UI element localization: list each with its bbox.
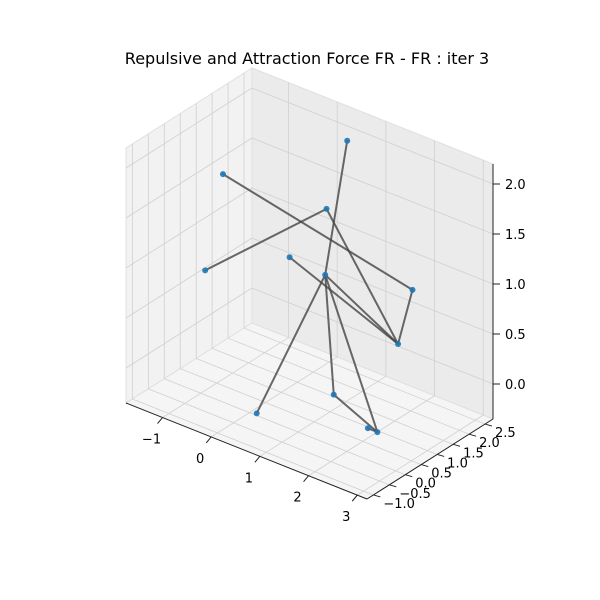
y-axis-line [366, 418, 494, 500]
z-tick-label: 0.0 [505, 378, 526, 393]
grid-line-x-floor [357, 414, 484, 496]
network-edge [288, 256, 400, 345]
network-node [364, 425, 371, 432]
y-tick-label: 2.5 [495, 426, 516, 441]
y-tick-label: 1.5 [463, 446, 484, 461]
y-tick-label: 1.0 [447, 456, 468, 471]
network-node [286, 254, 293, 261]
z-tick-label: 1.0 [505, 278, 526, 293]
network-node [253, 410, 260, 417]
network-edges [204, 139, 414, 434]
x-tick-label: 0 [196, 452, 204, 467]
grid-line-y-floor [148, 388, 390, 486]
grid-line-z-side [125, 137, 253, 219]
x-tick-label: 3 [342, 510, 350, 525]
y-tick-mark [468, 433, 477, 437]
x-axis-line [125, 402, 368, 500]
grid-line-y-floor [180, 368, 422, 465]
grid-line-z-side [125, 87, 253, 169]
network-edge [221, 173, 414, 291]
y-tick-label: 0.0 [415, 477, 436, 492]
network-nodes [202, 137, 416, 436]
y-tick-mark [405, 474, 413, 478]
grid-line-z-side [125, 287, 253, 369]
x-tick-label: 2 [293, 491, 301, 506]
axis-ticks: −10123−1.0−0.50.00.51.01.52.02.50.00.51.… [142, 178, 526, 525]
network-node [202, 267, 209, 274]
network-edge [397, 288, 414, 345]
x-tick-mark [351, 494, 358, 502]
network-node [374, 429, 381, 436]
chart-title: Repulsive and Attraction Force FR - FR :… [125, 49, 489, 68]
network-edge [324, 139, 349, 276]
network-node [322, 271, 329, 278]
network-node [219, 171, 226, 178]
z-tick-label: 0.5 [505, 328, 526, 343]
y-tick-mark [437, 453, 445, 457]
y-tick-mark [373, 494, 381, 498]
y-tick-mark [484, 423, 493, 427]
grid-line-x-floor [210, 356, 338, 438]
z-tick-label: 2.0 [505, 178, 526, 193]
grid-line-x-floor [259, 375, 387, 457]
grid-line-y-floor [132, 398, 374, 496]
grid-line-y-floor [227, 337, 470, 435]
y-tick-label: −1.0 [383, 497, 415, 512]
network-node [409, 286, 416, 293]
network-node [395, 340, 402, 347]
y-tick-mark [421, 464, 429, 468]
x-tick-mark [303, 475, 309, 483]
y-tick-mark [389, 484, 397, 488]
network-edge [332, 393, 379, 434]
network-edge [325, 207, 400, 345]
grid-line-z-back [251, 187, 494, 285]
grid-line-z-back [251, 287, 494, 385]
grid-line-z-side [125, 187, 253, 269]
grid-line-x-floor [308, 395, 435, 477]
axis-lines [125, 164, 494, 500]
y-tick-label: 0.5 [431, 467, 452, 482]
grid-line-z-back [251, 237, 494, 335]
x-tick-mark [205, 436, 212, 444]
network-node [344, 137, 351, 144]
network-node [330, 391, 337, 398]
network-edge [324, 273, 379, 434]
x-tick-label: 1 [245, 471, 253, 486]
network-edge [324, 273, 335, 396]
z-tick-label: 1.5 [505, 228, 526, 243]
y-tick-mark [452, 443, 461, 447]
network-edge [204, 207, 328, 272]
y-tick-label: −0.5 [399, 487, 431, 502]
grid-line-y-floor [243, 327, 486, 425]
grid-line-z-side [125, 237, 253, 319]
grid-line-z-back [251, 87, 494, 185]
x-tick-mark [254, 456, 261, 463]
x-tick-label: −1 [142, 433, 161, 448]
y-tick-label: 2.0 [479, 436, 500, 451]
grid-line-z-back [251, 137, 494, 235]
grid-line-x-floor [162, 337, 289, 418]
network-node [323, 205, 330, 212]
network-edge [324, 273, 400, 345]
grid-line-y-floor [164, 378, 406, 476]
network-edge [255, 273, 327, 415]
grid-line-y-floor [196, 358, 438, 455]
x-tick-mark [157, 417, 163, 424]
